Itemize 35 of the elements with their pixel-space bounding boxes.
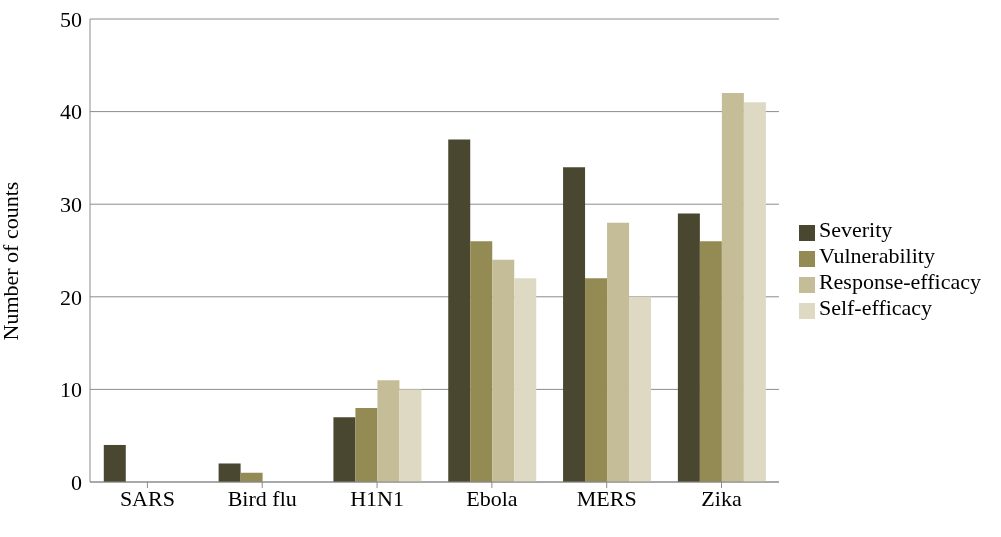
legend-label: Response-efficacy [818,268,981,294]
bar [399,389,422,482]
y-tick-label: 30 [60,192,82,218]
bar [629,296,652,482]
x-tick-label: Zika [701,485,742,511]
y-axis-title: Number of counts [0,181,23,341]
y-tick-label: 10 [60,377,82,403]
bar [743,102,766,482]
bar [218,463,241,482]
bar [607,222,630,482]
bar [492,259,515,482]
bar [333,417,356,482]
legend-label: Vulnerability [818,242,935,268]
bar [721,93,744,482]
x-tick-label: Bird flu [227,485,297,511]
bar [377,380,400,482]
legend-label: Self-efficacy [818,294,933,320]
bar [677,213,700,482]
bar [563,167,586,482]
bar [103,444,126,482]
x-tick-label: Ebola [466,485,518,511]
bar [514,278,537,482]
y-tick-label: 20 [60,284,82,310]
legend-label: Severity [818,216,893,242]
y-tick-label: 50 [60,6,82,32]
bar [585,278,608,482]
x-tick-label: H1N1 [350,485,404,511]
x-tick-label: MERS [576,485,637,511]
bar [448,139,471,482]
y-tick-label: 40 [60,99,82,125]
bar [470,241,493,482]
bar [355,407,378,482]
bar [699,241,722,482]
y-tick-label: 0 [71,469,82,495]
x-tick-label: SARS [119,485,175,511]
